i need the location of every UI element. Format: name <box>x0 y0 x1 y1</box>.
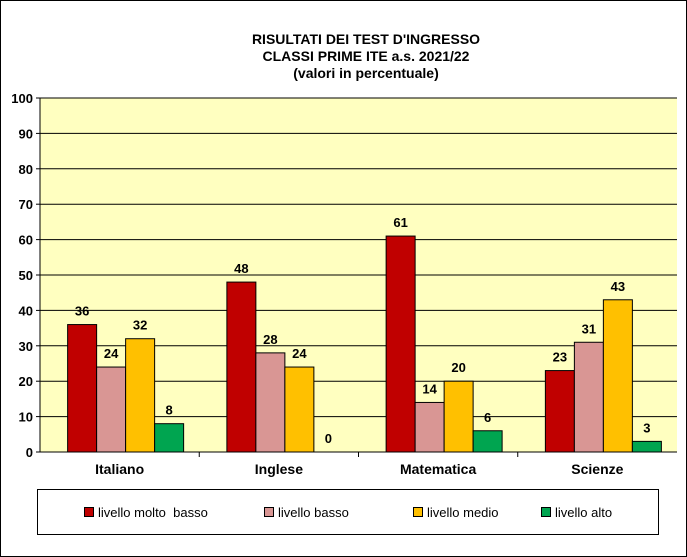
data-label: 0 <box>325 431 332 446</box>
data-label: 24 <box>104 346 119 361</box>
data-label: 36 <box>75 304 89 319</box>
legend-swatch <box>84 507 94 517</box>
legend-label: livello basso <box>278 504 349 520</box>
data-label: 23 <box>553 350 567 365</box>
legend-swatch <box>264 507 274 517</box>
data-label: 20 <box>451 360 465 375</box>
data-label: 31 <box>582 321 596 336</box>
bar <box>385 235 416 453</box>
bar <box>544 370 575 453</box>
x-tick-label: Inglese <box>255 461 303 477</box>
bar <box>443 380 474 453</box>
data-label: 43 <box>611 279 625 294</box>
legend-item: livello molto basso <box>84 490 208 534</box>
x-tick-label: Matematica <box>400 461 476 477</box>
bar <box>226 281 257 453</box>
y-tick-label: 80 <box>19 162 33 177</box>
legend-swatch <box>541 507 551 517</box>
legend-item: livello medio <box>413 490 499 534</box>
legend-label: livello molto basso <box>98 504 208 520</box>
data-label: 3 <box>643 420 650 435</box>
bar <box>573 341 604 453</box>
legend-label: livello alto <box>555 504 613 520</box>
bar <box>125 338 156 453</box>
bar <box>631 440 662 453</box>
y-tick-label: 10 <box>19 410 33 425</box>
chart-title-line-3: (valori in percentuale) <box>293 65 439 81</box>
data-label: 61 <box>393 215 407 230</box>
y-tick-label: 90 <box>19 126 33 141</box>
y-tick-label: 50 <box>19 268 33 283</box>
data-label: 28 <box>263 332 277 347</box>
legend-swatch <box>413 507 423 517</box>
y-tick-label: 60 <box>19 233 33 248</box>
data-label: 48 <box>234 261 248 276</box>
legend-item: livello basso <box>264 490 349 534</box>
chart-legend: livello molto basso livello basso livello … <box>37 489 659 535</box>
bar <box>414 401 445 453</box>
x-tick-label: Italiano <box>95 461 144 477</box>
data-label: 14 <box>422 381 437 396</box>
bar <box>154 423 185 453</box>
bar <box>67 324 98 453</box>
y-tick-label: 100 <box>11 91 33 106</box>
bar <box>602 299 633 453</box>
bar <box>255 352 286 453</box>
legend-label: livello medio <box>427 504 499 520</box>
y-tick-label: 40 <box>19 303 33 318</box>
legend-item: livello alto <box>541 490 612 534</box>
data-label: 24 <box>292 346 307 361</box>
chart-title-line-2: CLASSI PRIME ITE a.s. 2021/22 <box>262 48 470 64</box>
bar <box>472 430 503 453</box>
data-label: 8 <box>166 403 173 418</box>
chart-title-line-1: RISULTATI DEI TEST D'INGRESSO <box>251 31 481 47</box>
data-label: 6 <box>484 410 491 425</box>
y-tick-label: 20 <box>19 374 33 389</box>
y-tick-label: 0 <box>26 445 33 460</box>
y-tick-label: 30 <box>19 339 33 354</box>
y-tick-label: 70 <box>19 197 33 212</box>
data-label: 32 <box>133 318 147 333</box>
x-tick-label: Scienze <box>571 461 623 477</box>
bar <box>284 366 315 453</box>
bar <box>96 366 127 453</box>
